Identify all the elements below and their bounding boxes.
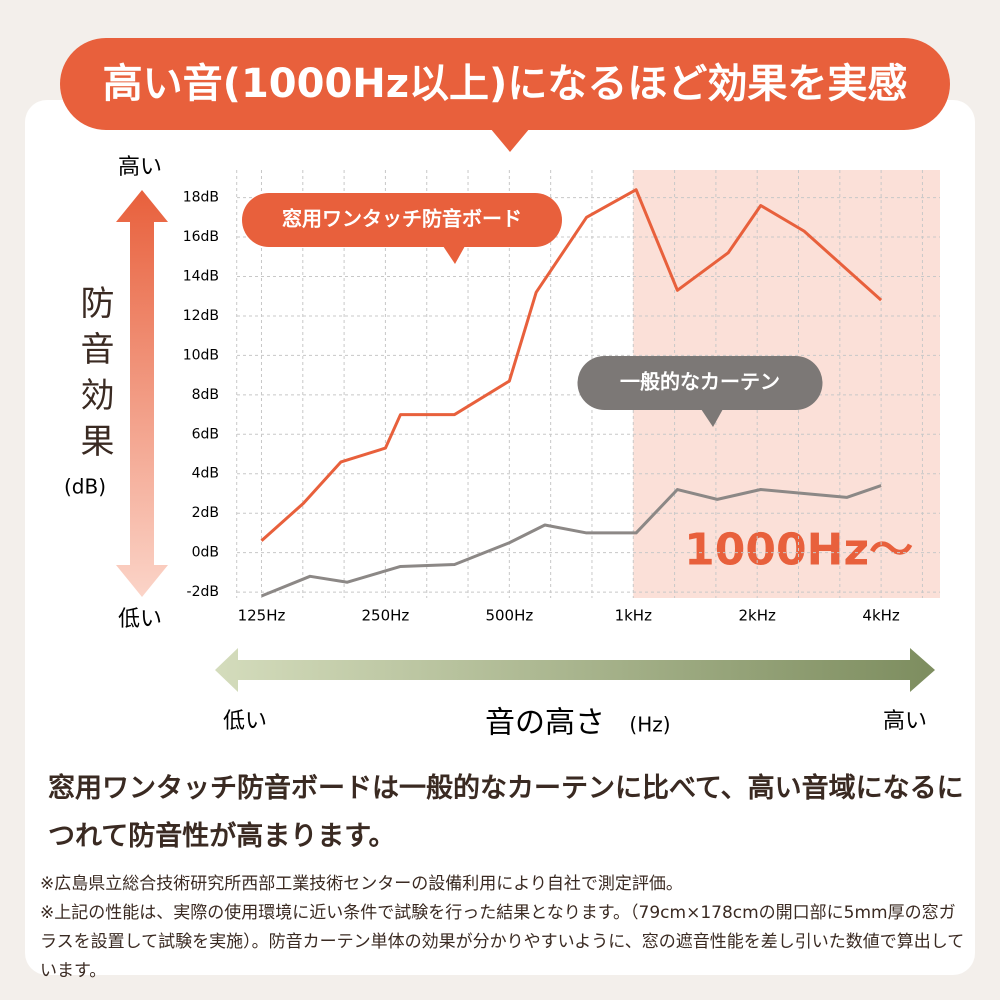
note: ※広島県立総合技術研究所西部工業技術センターの設備利用により自社で測定評価。 (40, 874, 683, 894)
x-tick-label: 125Hz (238, 607, 286, 625)
y-arrow (116, 190, 168, 597)
note: ※上記の性能は、実際の使用環境に近い条件で試験を行った結果となります。（79cm… (40, 903, 965, 981)
y-tick-label: 4dB (192, 466, 219, 482)
y-tick-label: 14dB (183, 269, 219, 285)
legend-label: 一般的なカーテン (620, 370, 780, 394)
x-tick-label: 2kHz (739, 607, 777, 625)
series-line (260, 188, 883, 542)
y-tick-label: 16dB (183, 229, 219, 245)
y-unit: (dB) (64, 475, 106, 499)
x-low: 低い (223, 709, 267, 734)
x-tick-label: 1kHz (615, 607, 653, 625)
y-tick-label: -2dB (187, 584, 219, 600)
x-arrow (215, 648, 935, 692)
x-unit: (Hz) (629, 713, 670, 737)
header-tail (490, 128, 530, 152)
y-tick-label: 0dB (192, 545, 219, 561)
header-title: 高い音(1000Hz以上)になるほど効果を実感 (103, 61, 908, 107)
x-tick-label: 4kHz (862, 607, 900, 625)
series-line (260, 484, 882, 598)
body-text: 窓用ワンタッチ防音ボードは一般的なカーテンに比べて、高い音域になるにつれて防音性… (48, 773, 964, 852)
x-tick-label: 500Hz (485, 607, 533, 625)
callout-tail (701, 409, 723, 427)
x-label: 音の高さ (485, 706, 605, 741)
y-low: 低い (118, 607, 162, 632)
y-tick-label: 2dB (192, 505, 219, 521)
y-label: 防音効果 (74, 285, 114, 469)
callout-tail (443, 246, 465, 264)
y-tick-label: 12dB (183, 308, 219, 324)
y-tick-label: 18dB (183, 190, 219, 206)
x-tick-label: 250Hz (362, 607, 410, 625)
x-high: 高い (883, 709, 927, 734)
y-tick-label: 6dB (192, 426, 219, 442)
header-pill (60, 38, 950, 130)
notes: ※広島県立総合技術研究所西部工業技術センターの設備利用により自社で測定評価。 ※… (40, 870, 970, 986)
y-tick-label: 10dB (183, 347, 219, 363)
y-high: 高い (118, 155, 162, 180)
y-tick-label: 8dB (192, 387, 219, 403)
legend-label: 窓用ワンタッチ防音ボード (282, 207, 522, 231)
legend-callout (242, 193, 562, 247)
legend-callout (577, 356, 823, 410)
